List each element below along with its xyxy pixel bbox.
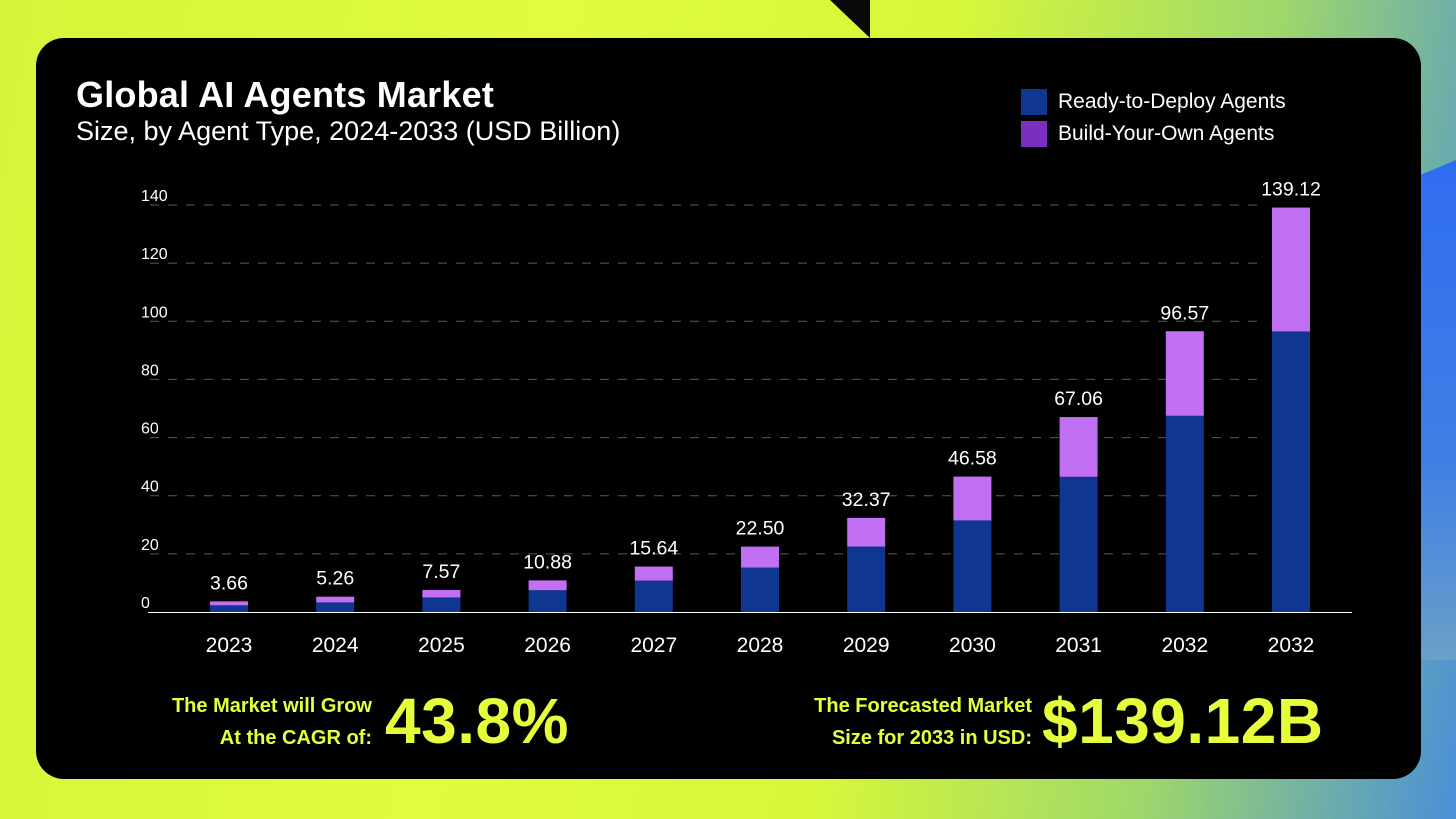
cagr-value: 43.8% — [385, 685, 569, 757]
bar-total-label-5: 22.50 — [736, 518, 785, 540]
bar-build-6 — [847, 517, 886, 547]
x-tick-label-1: 2024 — [312, 634, 359, 657]
legend-label-build: Build-Your-Own Agents — [1058, 122, 1275, 145]
legend-label-ready: Ready-to-Deploy Agents — [1058, 90, 1286, 113]
bar-ready-3 — [528, 590, 567, 612]
bar-ready-10 — [1272, 331, 1310, 612]
bar-total-label-4: 15.64 — [629, 538, 678, 560]
chart-title: Global AI Agents Market — [76, 74, 495, 115]
bar-total-label-6: 32.37 — [842, 489, 891, 511]
bar-ready-5 — [741, 567, 779, 612]
legend-item-ready: Ready-to-Deploy Agents — [1021, 86, 1286, 118]
bar-ready-9 — [1165, 415, 1204, 612]
y-tick-label-80: 80 — [141, 362, 159, 379]
background-dark-triangle — [830, 0, 870, 38]
legend-swatch-build — [1021, 121, 1047, 147]
y-tick-label-120: 120 — [141, 246, 168, 263]
forecast-caption-line2: Size for 2033 in USD: — [831, 727, 1032, 749]
x-tick-label-6: 2029 — [843, 634, 890, 657]
forecast-value: $139.12B — [1042, 685, 1324, 757]
y-tick-label-60: 60 — [141, 421, 159, 438]
bar-ready-7 — [953, 520, 992, 612]
x-tick-label-9: 2032 — [1161, 634, 1208, 657]
x-tick-label-3: 2026 — [524, 634, 571, 657]
bar-build-8 — [1059, 417, 1098, 477]
bar-build-2 — [422, 589, 461, 598]
bar-ready-8 — [1059, 476, 1098, 612]
y-tick-label-20: 20 — [141, 537, 159, 554]
x-tick-label-4: 2027 — [630, 634, 677, 657]
bar-total-label-7: 46.58 — [948, 448, 997, 470]
x-tick-label-10: 2032 — [1268, 634, 1315, 657]
bar-ready-1 — [316, 602, 355, 612]
y-tick-label-40: 40 — [141, 479, 159, 496]
x-tick-label-5: 2028 — [737, 634, 784, 657]
bar-build-1 — [316, 596, 355, 603]
y-tick-label-140: 140 — [141, 188, 168, 205]
bar-build-0 — [210, 601, 248, 606]
bar-total-label-8: 67.06 — [1054, 388, 1103, 410]
legend: Ready-to-Deploy Agents Build-Your-Own Ag… — [1021, 86, 1286, 150]
bar-total-label-3: 10.88 — [523, 551, 572, 573]
bar-ready-4 — [634, 580, 673, 612]
bar-build-4 — [634, 566, 673, 581]
bar-total-label-2: 7.57 — [422, 561, 460, 583]
bar-ready-6 — [847, 546, 886, 612]
bar-build-7 — [953, 476, 992, 521]
chart-subtitle: Size, by Agent Type, 2024-2033 (USD Bill… — [76, 116, 621, 146]
y-tick-label-0: 0 — [141, 595, 150, 612]
cagr-caption-line1: The Market will Grow — [171, 695, 372, 717]
cagr-caption-line2: At the CAGR of: — [219, 727, 372, 749]
cagr-caption: The Market will Grow At the CAGR of: — [110, 690, 372, 754]
bar-ready-0 — [210, 605, 248, 612]
x-tick-label-7: 2030 — [949, 634, 996, 657]
legend-swatch-ready — [1021, 89, 1047, 115]
bar-ready-2 — [422, 597, 461, 612]
bar-total-label-1: 5.26 — [316, 568, 354, 590]
bar-build-3 — [528, 580, 567, 591]
bar-total-label-9: 96.57 — [1160, 302, 1209, 324]
x-tick-label-0: 2023 — [206, 634, 253, 657]
bar-build-5 — [741, 546, 779, 568]
bar-build-10 — [1272, 207, 1310, 332]
bar-total-label-0: 3.66 — [210, 572, 248, 594]
forecast-caption-line1: The Forecasted Market — [814, 695, 1032, 717]
legend-item-build: Build-Your-Own Agents — [1021, 118, 1286, 150]
forecast-caption: The Forecasted Market Size for 2033 in U… — [740, 690, 1032, 754]
y-tick-label-100: 100 — [141, 304, 168, 321]
x-tick-label-8: 2031 — [1055, 634, 1102, 657]
x-tick-label-2: 2025 — [418, 634, 465, 657]
bar-total-label-10: 139.12 — [1261, 179, 1321, 201]
bar-build-9 — [1165, 331, 1204, 416]
